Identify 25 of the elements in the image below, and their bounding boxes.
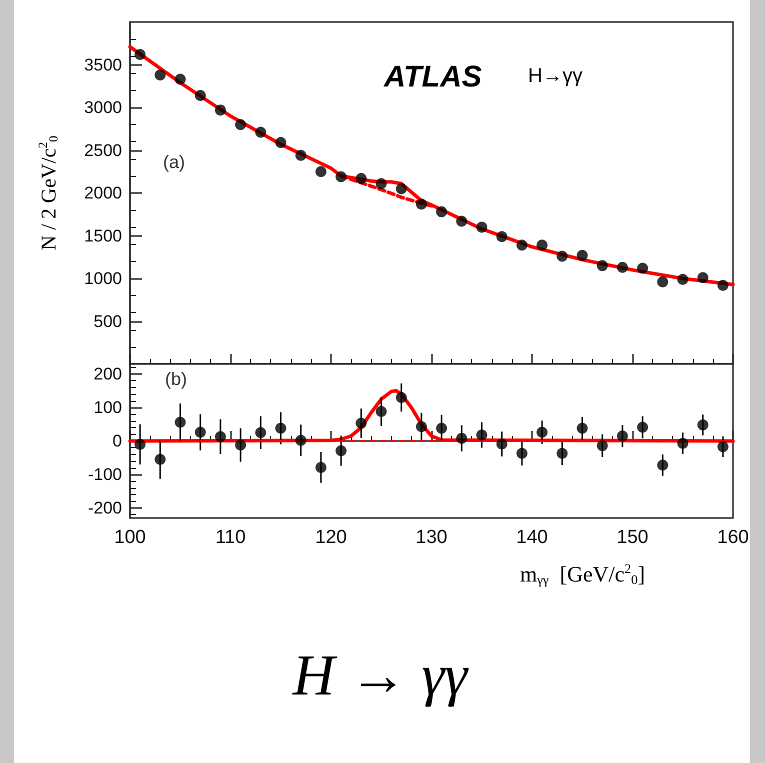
y-tick-label: 100 xyxy=(94,398,122,418)
annotation: (b) xyxy=(165,369,187,389)
y-tick-label: 2500 xyxy=(84,140,122,160)
y-tick-label: 1000 xyxy=(84,269,122,288)
x-tick-label: 120 xyxy=(315,527,347,548)
y-tick-label: 0 xyxy=(112,432,122,450)
y-tick-label: -100 xyxy=(88,464,122,484)
x-tick-label: 140 xyxy=(516,527,548,548)
x-tick-label: 130 xyxy=(416,527,448,548)
y-tick-label: 3000 xyxy=(84,98,122,117)
y-tick-label: 3500 xyxy=(84,55,122,74)
y-axis-title: N / 2 GeV/c20 xyxy=(36,136,60,250)
annotation: ATLAS xyxy=(383,60,482,94)
annotation: (a) xyxy=(163,152,185,172)
y-tick-label: -200 xyxy=(88,498,122,518)
y-tick-label: 500 xyxy=(94,312,122,331)
x-tick-label: 100 xyxy=(114,527,146,548)
y-tick-label: 2000 xyxy=(84,184,122,202)
x-tick-label: 110 xyxy=(215,527,246,548)
y-tick-label: 1500 xyxy=(84,226,122,246)
text: H → γγ xyxy=(292,642,470,708)
x-tick-label: 160 xyxy=(717,527,749,548)
y-tick-label: 200 xyxy=(94,364,122,384)
x-tick-label: 150 xyxy=(616,527,648,548)
annotation: H→γγ xyxy=(528,65,582,87)
